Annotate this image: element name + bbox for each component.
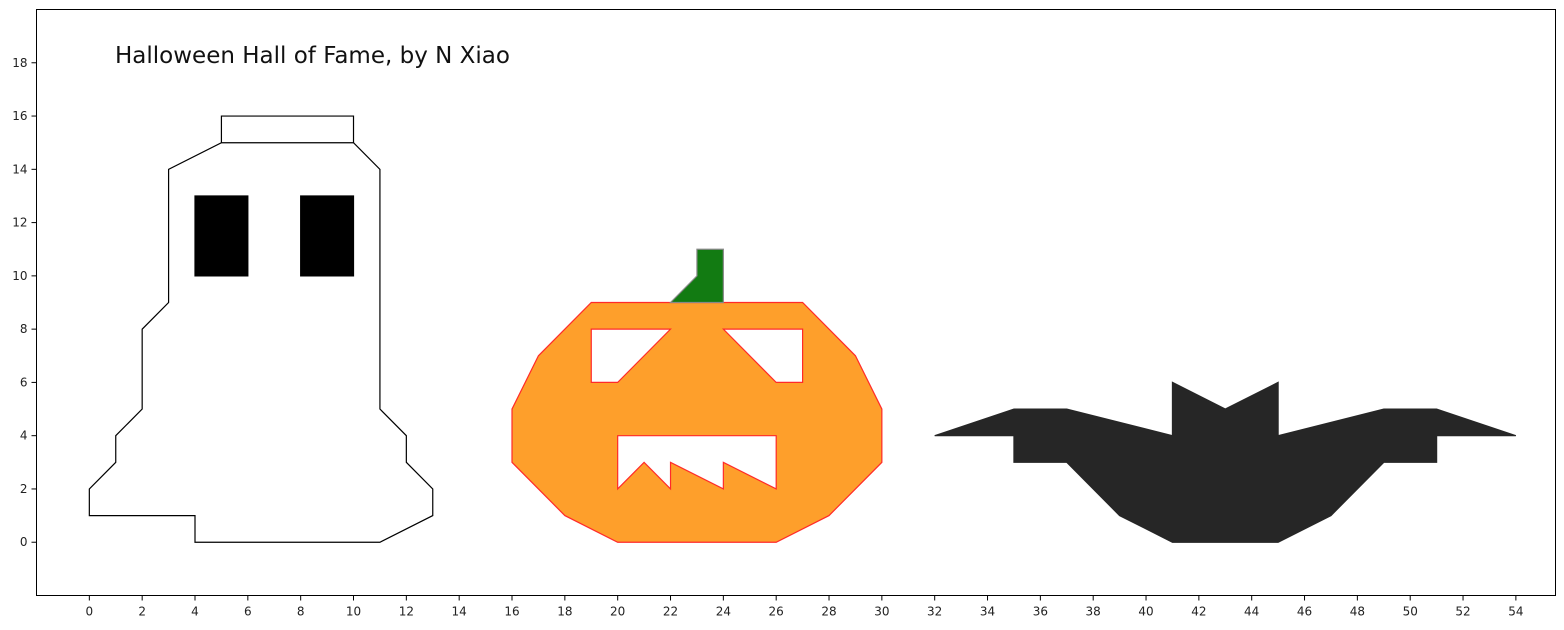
x-tick-label: 24 <box>716 605 731 619</box>
chart-title: Halloween Hall of Fame, by N Xiao <box>115 43 510 69</box>
ghost-hat <box>220 115 355 144</box>
x-tick-label: 44 <box>1244 605 1259 619</box>
x-tick-label: 2 <box>138 605 146 619</box>
pumpkin-left-eye <box>590 328 672 384</box>
x-tick-label: 38 <box>1086 605 1101 619</box>
x-tick-label: 16 <box>504 605 519 619</box>
bat <box>934 381 1517 543</box>
x-tick-label: 54 <box>1508 605 1523 619</box>
x-tick-label: 18 <box>557 605 572 619</box>
x-tick-label: 20 <box>610 605 625 619</box>
x-tick-label: 26 <box>769 605 784 619</box>
pumpkin-stem <box>669 248 724 304</box>
y-tick-label: 4 <box>20 429 28 443</box>
x-tick-label: 0 <box>86 605 94 619</box>
x-tick-label: 8 <box>297 605 305 619</box>
ghost-right-eye <box>300 195 355 277</box>
x-tick-label: 30 <box>874 605 889 619</box>
x-tick-label: 14 <box>452 605 467 619</box>
shapes-layer <box>88 115 1517 543</box>
ghost-left-eye <box>194 195 249 277</box>
y-axis: 0 2 4 6 8 10 12 14 16 18 <box>12 56 37 549</box>
x-tick-label: 6 <box>244 605 252 619</box>
y-tick-label: 0 <box>20 535 28 549</box>
x-tick-label: 42 <box>1191 605 1206 619</box>
x-tick-label: 12 <box>399 605 414 619</box>
x-tick-label: 52 <box>1455 605 1470 619</box>
y-tick-label: 8 <box>20 322 28 336</box>
x-tick-label: 46 <box>1297 605 1312 619</box>
y-tick-label: 12 <box>12 216 27 230</box>
axes-frame <box>36 9 1556 596</box>
pumpkin-mouth <box>617 435 777 491</box>
x-tick-label: 32 <box>927 605 942 619</box>
x-axis: 0 2 4 6 8 10 12 14 16 18 20 22 24 26 28 30 32 34 36 38 40 42 4… <box>86 595 1524 619</box>
x-tick-label: 50 <box>1403 605 1418 619</box>
x-tick-label: 10 <box>346 605 361 619</box>
x-tick-label: 48 <box>1350 605 1365 619</box>
x-tick-label: 40 <box>1138 605 1153 619</box>
x-tick-label: 28 <box>821 605 836 619</box>
y-tick-label: 2 <box>20 482 28 496</box>
y-tick-label: 16 <box>12 109 27 123</box>
x-tick-label: 22 <box>663 605 678 619</box>
y-tick-label: 18 <box>12 56 27 70</box>
y-tick-label: 10 <box>12 269 27 283</box>
y-tick-label: 14 <box>12 162 27 176</box>
x-tick-label: 36 <box>1033 605 1048 619</box>
x-tick-label: 34 <box>980 605 995 619</box>
pumpkin-right-eye <box>721 328 804 384</box>
y-tick-label: 6 <box>20 375 28 389</box>
x-tick-label: 4 <box>191 605 199 619</box>
pumpkin-body <box>511 301 883 543</box>
